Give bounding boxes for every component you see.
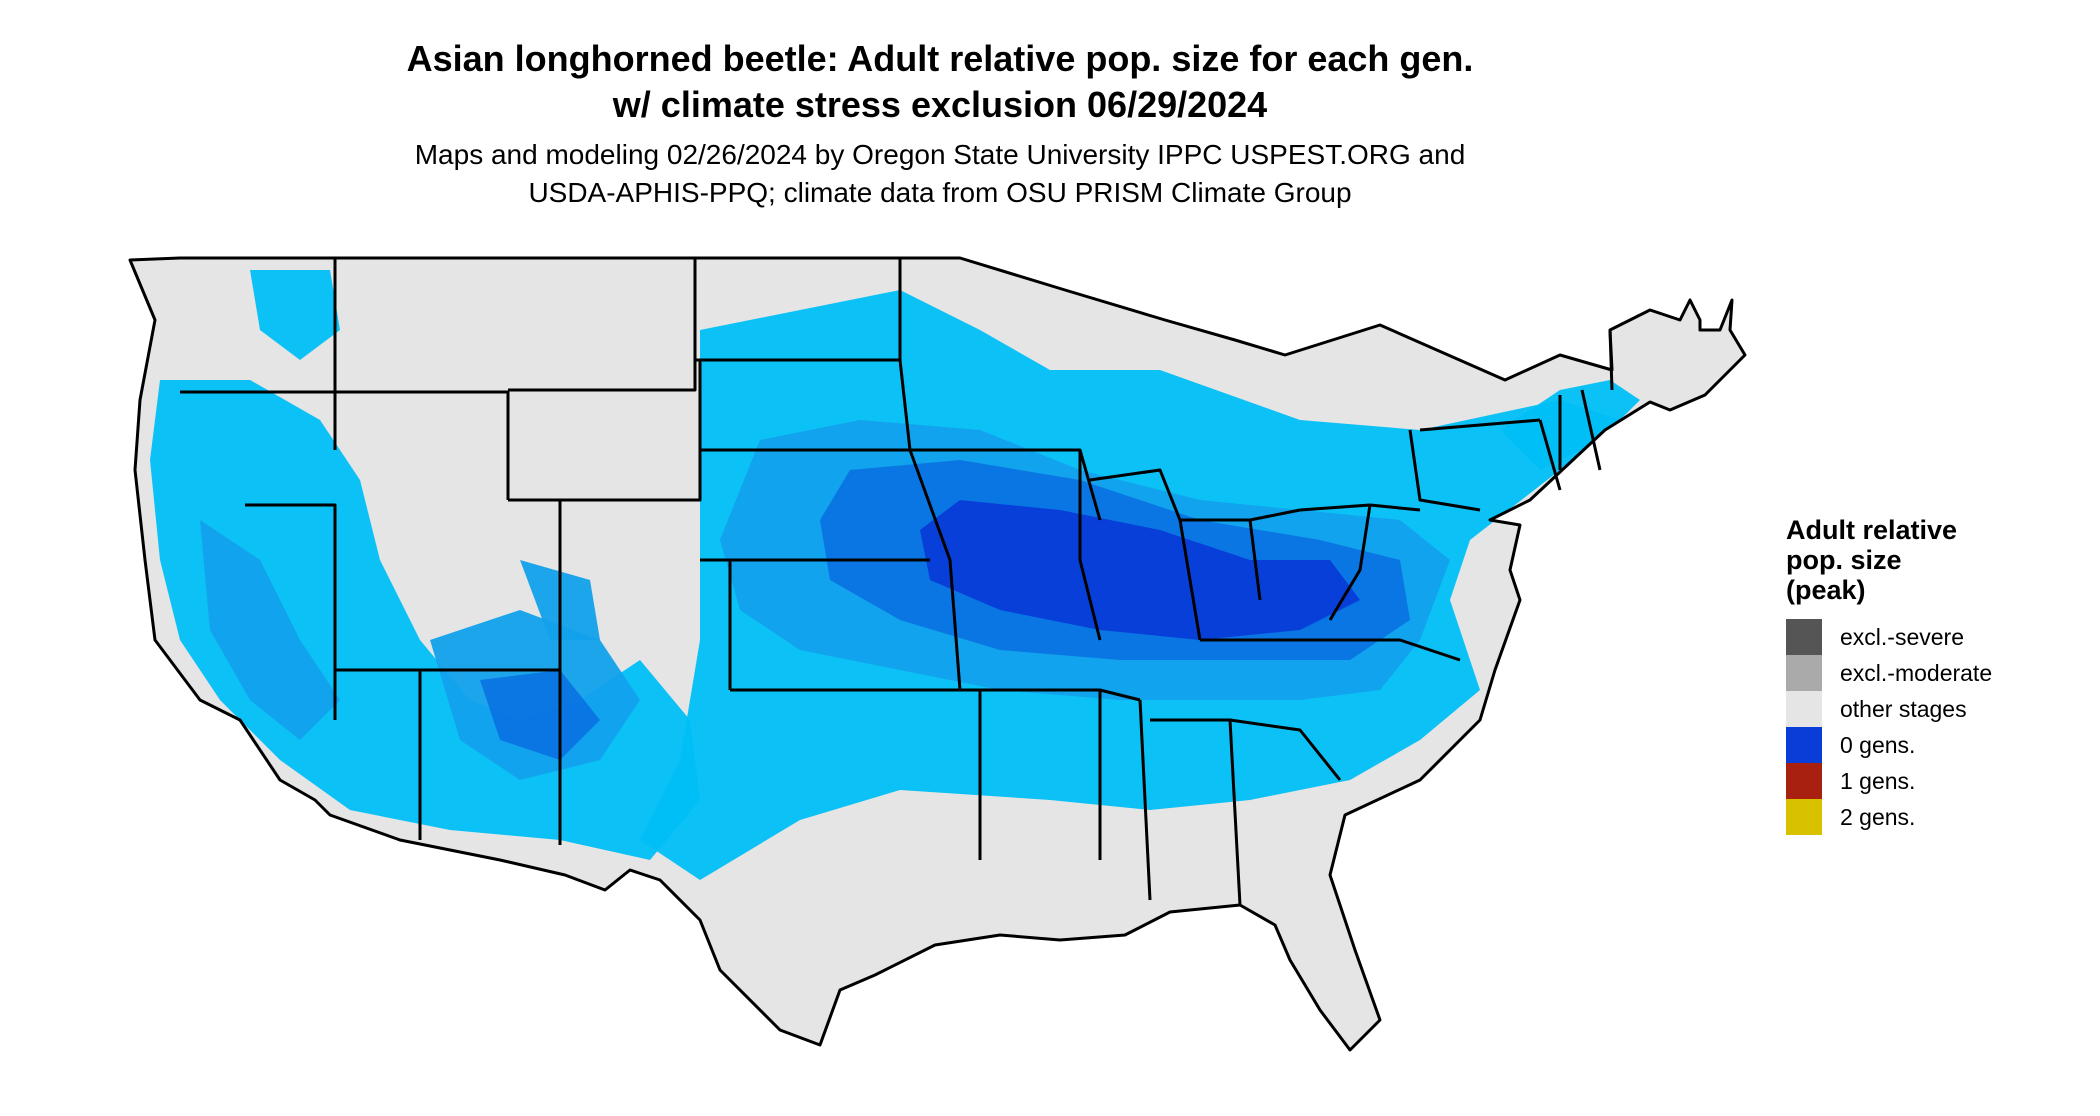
legend-swatch [1786, 763, 1822, 799]
legend-item: 0 gens. [1786, 727, 1992, 763]
legend-label: excl.-severe [1840, 623, 1964, 650]
state-border [420, 668, 562, 845]
state-border [1248, 519, 1262, 601]
legend-item: 1 gens. [1786, 763, 1992, 799]
legend-swatch [1786, 655, 1822, 691]
map-subtitle-line-1: Maps and modeling 02/26/2024 by Oregon S… [414, 139, 1466, 170]
map-title-line-2: w/ climate stress exclusion 06/29/2024 [612, 84, 1268, 125]
state-border [1538, 419, 1562, 491]
state-border [1419, 418, 1541, 432]
legend-title-line-1: Adult relative [1786, 515, 1958, 545]
legend-title-line-3: (peak) [1786, 575, 1866, 605]
legend-label: 0 gens. [1840, 731, 1916, 758]
legend-swatch [1786, 691, 1822, 727]
state-border [898, 359, 962, 691]
state-border [1408, 429, 1481, 512]
state-border [1580, 389, 1602, 471]
legend-swatch [1786, 799, 1822, 835]
state-border [1138, 699, 1152, 901]
state-border [1200, 638, 1461, 662]
legend-item: other stages [1786, 691, 1992, 727]
legend-title: Adult relative pop. size (peak) [1786, 515, 1992, 605]
legend-swatch [1786, 727, 1822, 763]
legend-item: excl.-moderate [1786, 655, 1992, 691]
legend-label: 1 gens. [1840, 767, 1916, 794]
legend-items: excl.-severe excl.-moderate other stages 0 … [1786, 619, 1992, 835]
pop-size-region [1500, 380, 1640, 470]
state-border [1078, 450, 1102, 641]
state-border [1328, 504, 1372, 621]
legend-swatch [1786, 619, 1822, 655]
state-border [335, 390, 510, 500]
pop-size-region [480, 670, 600, 760]
state-border [245, 503, 337, 720]
legend-item: excl.-severe [1786, 619, 1992, 655]
pop-size-region [250, 270, 340, 360]
pop-size-region [920, 500, 1360, 640]
legend-label: other stages [1840, 695, 1967, 722]
pop-size-region [200, 520, 340, 740]
map-title-line-1: Asian longhorned beetle: Adult relative … [406, 38, 1474, 79]
map-subtitle-line-2: USDA-APHIS-PPQ; climate data from OSU PR… [528, 177, 1352, 208]
state-border [1229, 718, 1342, 781]
legend-label: 2 gens. [1840, 803, 1916, 830]
state-border [1089, 468, 1202, 641]
legend-title-line-2: pop. size [1786, 545, 1902, 575]
state-border [1608, 329, 1614, 391]
map-legend: Adult relative pop. size (peak) excl.-se… [1786, 515, 1992, 835]
state-border [128, 256, 1747, 1052]
legend-item: 2 gens. [1786, 799, 1992, 835]
state-border [560, 360, 702, 502]
legend-label: excl.-moderate [1840, 659, 1993, 686]
